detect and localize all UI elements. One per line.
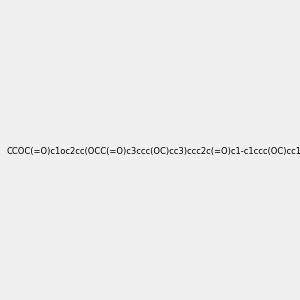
Text: CCOC(=O)c1oc2cc(OCC(=O)c3ccc(OC)cc3)ccc2c(=O)c1-c1ccc(OC)cc1: CCOC(=O)c1oc2cc(OCC(=O)c3ccc(OC)cc3)ccc2… (6, 147, 300, 156)
